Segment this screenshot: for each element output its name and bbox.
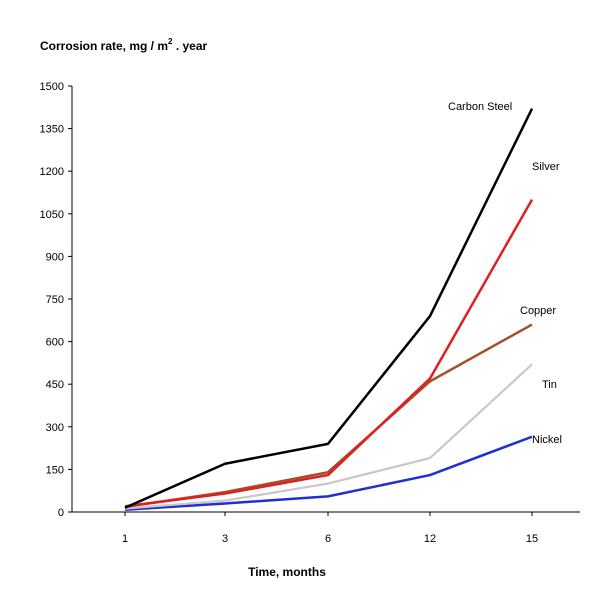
y-tick-label: 150	[46, 464, 64, 476]
y-tick-label: 1500	[40, 81, 64, 93]
y-ticks: 0 150 300 450 600 750 900 1050 1200 1350 1500	[40, 81, 72, 519]
series-label-carbon-steel: Carbon Steel	[448, 101, 512, 113]
series-line-tin	[124, 363, 533, 510]
series-label-nickel: Nickel	[532, 434, 562, 446]
svg-text:Corrosion rate, mg / m2 . yea: Corrosion rate, mg / m2 . year	[40, 37, 208, 53]
series-label-tin: Tin	[542, 379, 557, 391]
y-tick-label: 450	[46, 379, 64, 391]
y-tick-label: 750	[46, 294, 64, 306]
y-axis-label: Corrosion rate, mg / m2 . year	[40, 37, 208, 53]
x-tick-label: 12	[424, 533, 436, 545]
x-tick-label: 1	[122, 533, 128, 545]
y-tick-label: 1200	[40, 166, 64, 178]
y-axis-label-suffix: . year	[172, 39, 207, 53]
x-axis-label: Time, months	[248, 565, 326, 579]
y-tick-label: 0	[58, 507, 64, 519]
x-tick-label: 6	[325, 533, 331, 545]
y-tick-label: 1350	[40, 124, 64, 136]
series-labels: Carbon Steel Silver Copper Tin Nickel	[448, 101, 562, 446]
y-tick-label: 900	[46, 251, 64, 263]
y-tick-label: 600	[46, 337, 64, 349]
y-axis-label-superscript: 2	[168, 37, 173, 46]
x-tick-label: 3	[222, 533, 228, 545]
y-tick-label: 300	[46, 422, 64, 434]
y-tick-label: 1050	[40, 209, 64, 221]
series-label-silver: Silver	[532, 161, 560, 173]
series-lines	[124, 108, 534, 511]
series-label-copper: Copper	[520, 305, 556, 317]
x-ticks: 1 3 6 12 15	[122, 512, 538, 545]
series-line-nickel	[124, 435, 533, 511]
series-line-silver	[124, 198, 534, 508]
x-tick-label: 15	[526, 533, 538, 545]
series-line-carbon-steel	[124, 108, 534, 509]
y-axis-label-main: Corrosion rate, mg / m	[40, 39, 168, 53]
